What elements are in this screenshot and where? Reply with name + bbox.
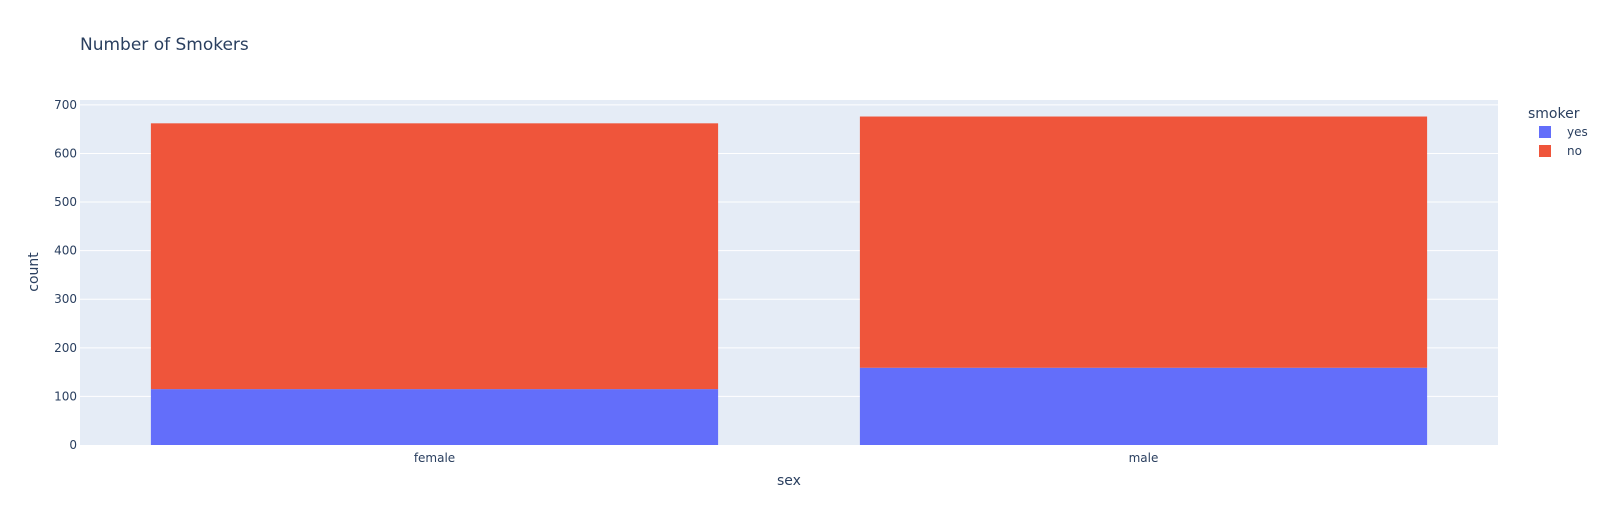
y-tick-label: 600 [54, 146, 77, 160]
legend: smoker yes no [1528, 106, 1588, 158]
y-axis-title: count [26, 252, 42, 292]
bar-male-no[interactable] [859, 116, 1428, 368]
legend-item-no[interactable]: no [1539, 144, 1582, 158]
x-axis-title: sex [777, 473, 801, 489]
bars [150, 116, 1428, 445]
bar-female-yes[interactable] [150, 389, 719, 445]
legend-swatch [1539, 145, 1551, 157]
x-tick-label: female [414, 451, 455, 465]
y-tick-label: 400 [54, 244, 77, 258]
legend-label: no [1567, 144, 1582, 158]
bar-male-yes[interactable] [859, 367, 1428, 445]
y-tick-label: 500 [54, 195, 77, 209]
chart-title: Number of Smokers [80, 35, 249, 55]
y-tick-label: 200 [54, 341, 77, 355]
legend-item-yes[interactable]: yes [1539, 125, 1588, 139]
y-tick-label: 700 [54, 98, 77, 112]
legend-swatch [1539, 126, 1551, 138]
legend-label: yes [1567, 125, 1588, 139]
y-tick-label: 100 [54, 389, 77, 403]
y-tick-label: 300 [54, 292, 77, 306]
y-axis-ticks: 0 100 200 300 400 500 600 700 [54, 98, 77, 452]
x-axis-ticks: female male [414, 451, 1159, 465]
legend-title: smoker [1528, 106, 1580, 122]
bar-female-no[interactable] [150, 123, 719, 390]
x-tick-label: male [1129, 451, 1159, 465]
y-tick-label: 0 [69, 438, 77, 452]
